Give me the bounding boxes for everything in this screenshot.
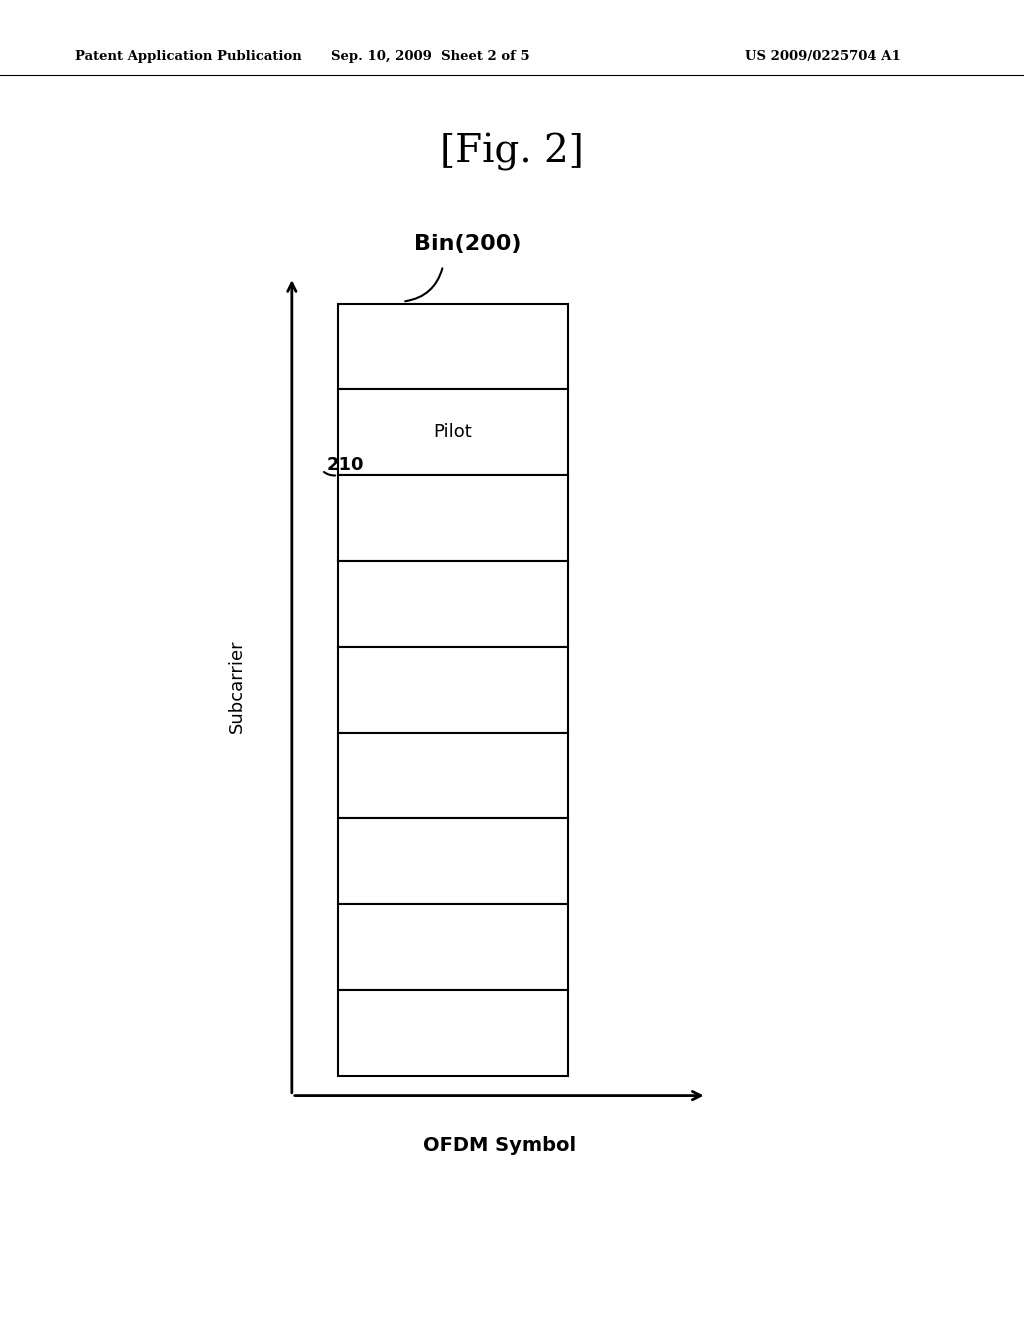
Bar xyxy=(338,647,568,733)
Bar xyxy=(338,990,568,1076)
Text: Bin(200): Bin(200) xyxy=(415,234,522,253)
Bar xyxy=(338,818,568,904)
Bar xyxy=(338,304,568,389)
Bar xyxy=(338,475,568,561)
Text: US 2009/0225704 A1: US 2009/0225704 A1 xyxy=(745,50,901,63)
Text: Subcarrier: Subcarrier xyxy=(227,640,246,733)
Text: [Fig. 2]: [Fig. 2] xyxy=(440,133,584,170)
Text: Pilot: Pilot xyxy=(434,424,472,441)
Bar xyxy=(338,904,568,990)
Text: OFDM Symbol: OFDM Symbol xyxy=(423,1137,575,1155)
Bar xyxy=(338,561,568,647)
Text: 210: 210 xyxy=(327,457,365,474)
Bar xyxy=(338,733,568,818)
Text: Sep. 10, 2009  Sheet 2 of 5: Sep. 10, 2009 Sheet 2 of 5 xyxy=(331,50,529,63)
Text: Patent Application Publication: Patent Application Publication xyxy=(75,50,302,63)
Bar xyxy=(338,389,568,475)
